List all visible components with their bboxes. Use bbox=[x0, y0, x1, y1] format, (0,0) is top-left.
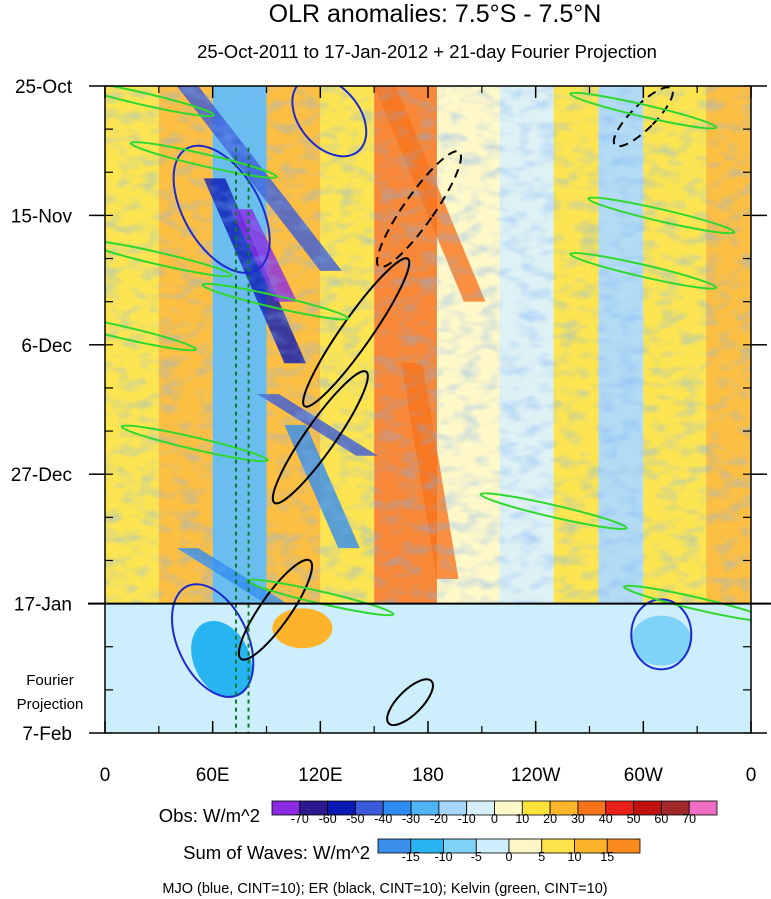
kelvin-contour bbox=[587, 196, 736, 235]
x-tick-label: 0 bbox=[746, 765, 757, 786]
colorbar-level-label: -20 bbox=[430, 812, 448, 826]
kelvin-contour bbox=[569, 252, 718, 290]
colorbar-level-label: 0 bbox=[506, 850, 513, 864]
er-contour bbox=[271, 370, 369, 505]
y-tick-label: 7-Feb bbox=[22, 724, 72, 745]
kelvin-contour bbox=[569, 91, 718, 130]
er-contour bbox=[376, 150, 463, 269]
projection-label-line2: Projection bbox=[17, 696, 84, 713]
colorbar-level-label: 20 bbox=[543, 812, 557, 826]
colorbar-level-label: -10 bbox=[434, 850, 452, 864]
colorbar-level-label: 40 bbox=[599, 812, 613, 826]
chart-subtitle: 25-Oct-2011 to 17-Jan-2012 + 21-day Four… bbox=[197, 41, 657, 62]
colorbar-level-label: 5 bbox=[538, 850, 545, 864]
kelvin-contour bbox=[105, 239, 233, 278]
projection-negative-anomaly bbox=[631, 615, 692, 666]
colorbar-box bbox=[508, 838, 543, 854]
footer-legend: MJO (blue, CINT=10); ER (black, CINT=10)… bbox=[162, 881, 607, 897]
er-contour bbox=[237, 558, 314, 661]
kelvin-contour bbox=[201, 282, 350, 321]
waves-colorbar: -15 -10 -5 0 5 10 15 bbox=[377, 838, 641, 864]
colorbar-level-label: -15 bbox=[402, 850, 420, 864]
colorbar-level-label: 10 bbox=[515, 812, 529, 826]
x-tick-label: 180 bbox=[412, 765, 444, 786]
kelvin-contour bbox=[129, 141, 278, 179]
kelvin-contour bbox=[120, 424, 269, 463]
colorbar-level-label: -30 bbox=[402, 812, 420, 826]
colorbar-level-label: 30 bbox=[571, 812, 585, 826]
colorbar-level-label: 15 bbox=[600, 850, 614, 864]
mjo-contour bbox=[172, 144, 271, 274]
projection-label-line1: Fourier bbox=[26, 672, 74, 689]
er-contour bbox=[386, 678, 434, 727]
mjo-contour bbox=[171, 583, 255, 698]
obs-colorbar-label: Obs: W/m^2 bbox=[159, 805, 260, 826]
kelvin-contour bbox=[479, 492, 628, 531]
colorbar-level-label: 70 bbox=[682, 812, 696, 826]
kelvin-contour bbox=[623, 584, 751, 623]
obs-colorbar: -70 -60 -50 -40 -30 -20 -10 0 10 20 30 40 50 60 70 bbox=[271, 800, 718, 826]
field-texture bbox=[105, 86, 751, 604]
x-tick-label: 60W bbox=[624, 765, 663, 786]
reference-lines bbox=[234, 147, 250, 733]
colorbar-level-label: -50 bbox=[346, 812, 364, 826]
colorbar-level-label: -60 bbox=[319, 812, 337, 826]
colorbar-level-label: 50 bbox=[627, 812, 641, 826]
x-tick-label: 0 bbox=[100, 765, 111, 786]
colorbar-level-label: -10 bbox=[458, 812, 476, 826]
x-tick-label: 120E bbox=[298, 765, 342, 786]
colorbar-level-label: -40 bbox=[374, 812, 392, 826]
mjo-contour bbox=[630, 598, 693, 671]
mjo-contour bbox=[291, 86, 368, 158]
y-tick-label: 6-Dec bbox=[21, 336, 72, 357]
x-axis: 0 60E 120E 180 120W 60W 0 bbox=[100, 86, 757, 786]
y-tick-label: 17-Jan bbox=[14, 595, 72, 616]
colorbar-level-label: -5 bbox=[471, 850, 482, 864]
y-tick-label: 27-Dec bbox=[11, 465, 72, 486]
y-tick-label: 15-Nov bbox=[11, 206, 73, 227]
colorbar-box bbox=[688, 800, 718, 816]
chart-title: OLR anomalies: 7.5°S - 7.5°N bbox=[269, 0, 602, 28]
waves-colorbar-label: Sum of Waves: W/m^2 bbox=[183, 842, 370, 863]
wave-contours bbox=[105, 86, 751, 727]
plot-area bbox=[105, 86, 751, 733]
er-contour bbox=[302, 257, 411, 408]
x-tick-label: 120W bbox=[511, 765, 561, 786]
colorbar-level-label: 10 bbox=[568, 850, 582, 864]
colorbar-level-label: 0 bbox=[491, 812, 498, 826]
y-tick-label: 25-Oct bbox=[15, 77, 73, 98]
colorbar-level-label: 60 bbox=[654, 812, 668, 826]
olr-anomaly-field bbox=[105, 86, 751, 733]
kelvin-contour bbox=[105, 313, 198, 352]
kelvin-contour bbox=[105, 86, 215, 118]
colorbar-level-label: -70 bbox=[291, 812, 309, 826]
colorbar-box bbox=[606, 838, 641, 854]
y-axis: 25-Oct 15-Nov 6-Dec 27-Dec 17-Jan 7-Feb bbox=[11, 77, 767, 745]
x-tick-label: 60E bbox=[196, 765, 230, 786]
